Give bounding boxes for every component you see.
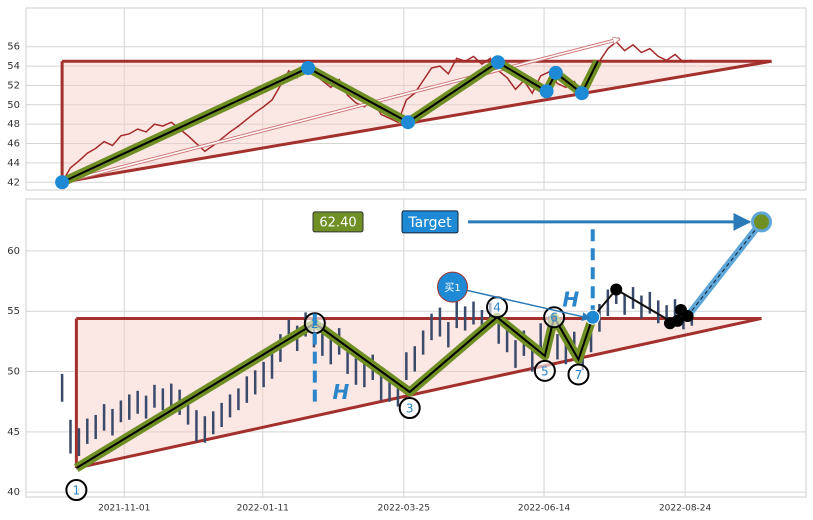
x-tick-label: 2022-08-24 [659,504,712,514]
y-tick-label: 54 [7,61,20,72]
point-label: 5 [541,364,549,378]
pattern-point [301,61,316,76]
value-box [312,211,364,233]
buy-label: 买1 [444,282,460,294]
y-tick-label: 46 [7,139,20,150]
target-value: 62.40 [319,215,356,230]
projection-peak [610,283,623,296]
point-label: 3 [406,402,414,416]
y-tick-label: 60 [7,246,20,257]
point-ring [567,363,590,386]
point-label: 7 [575,368,583,382]
cluster-point [681,310,694,323]
x-tick-label: 2021-11-01 [98,504,150,514]
point-ring [533,359,556,382]
x-tick-label: 2022-01-11 [237,504,289,514]
trend-arrow-inner [61,39,620,183]
pattern-point [401,115,416,130]
y-tick-label: 56 [7,42,20,53]
pattern-point [55,175,70,190]
y-tick-label: 50 [7,367,20,378]
point-label: 6 [550,311,558,325]
point-label: 1 [73,484,81,498]
target-label: Target [407,215,452,231]
height-label: H [562,288,579,312]
x-tick-label: 2022-06-14 [518,504,571,514]
point-label: 4 [493,301,501,315]
buy-marker [437,271,469,303]
pattern-line [75,314,594,469]
support-line [76,316,762,470]
y-tick-label: 55 [7,306,20,317]
cluster-point [671,314,684,327]
pattern-point [548,65,563,80]
pattern-point [574,86,589,101]
target-point [751,211,773,233]
pattern-point [490,55,505,70]
y-tick-label: 40 [7,487,20,498]
pattern-point [539,84,554,99]
height-label: H [332,380,349,404]
y-tick-label: 42 [7,177,20,188]
point-ring [65,479,88,502]
y-tick-label: 45 [7,427,20,438]
bottom-panel [25,198,807,498]
target-box [401,210,459,234]
point-ring [543,306,566,329]
y-tick-label: 48 [7,119,20,130]
y-tick-label: 44 [7,158,20,169]
point-ring [398,397,421,420]
y-tick-label: 50 [7,100,20,111]
y-tick-label: 52 [7,80,20,91]
target-line-inner [687,221,762,317]
x-tick-label: 2022-03-25 [378,504,430,514]
buy-arrow [452,286,592,322]
